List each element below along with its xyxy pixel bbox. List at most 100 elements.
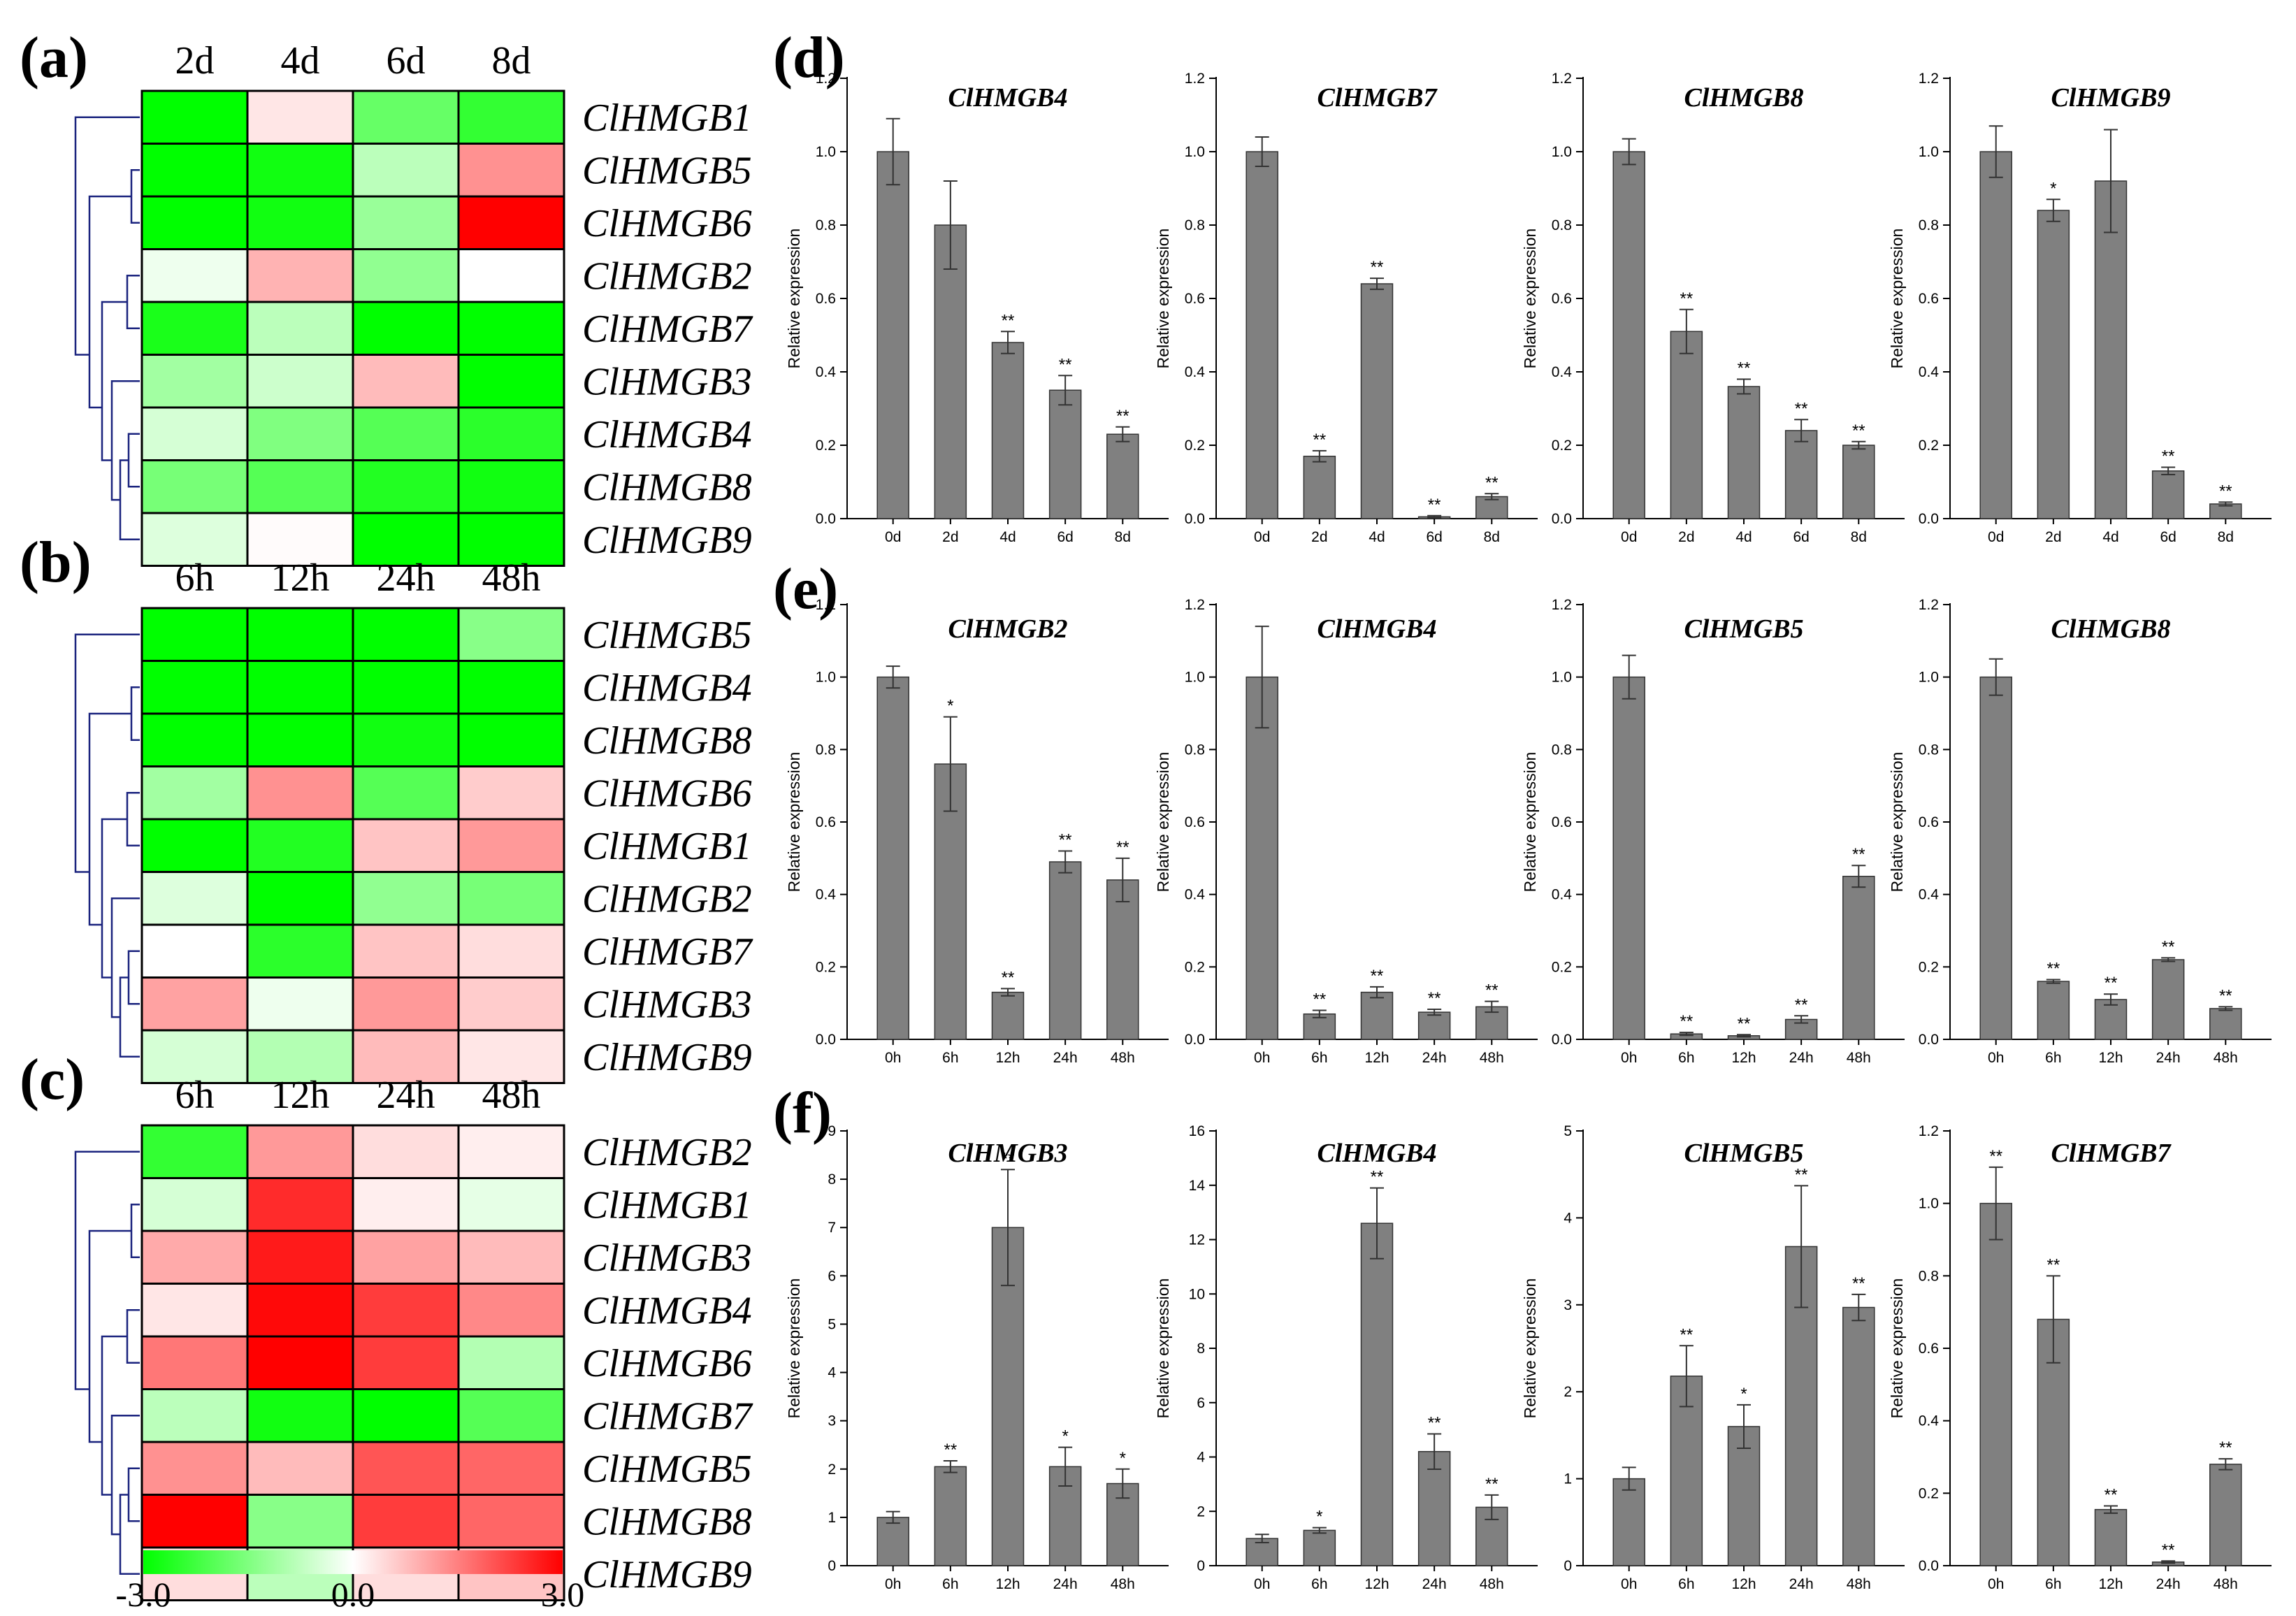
x-tick-label: 0h [1254,1576,1270,1592]
y-tick-label: 1.2 [1552,71,1572,87]
bar [1979,1202,2012,1566]
heatmap-cell [246,712,354,767]
bar [934,1466,967,1566]
heatmap-cell [246,1388,354,1443]
x-tick-label: 0h [1988,1576,2004,1592]
bar [1670,1376,1703,1566]
heatmap-cell [457,354,565,409]
y-tick-label: 4 [1564,1210,1572,1226]
heatmap-cell [140,1029,249,1084]
y-tick-label: 7 [828,1220,836,1236]
y-tick-label: 0.6 [816,814,836,830]
heatmap-row-label: ClHMGB5 [582,1448,752,1491]
x-tick-label: 0h [1254,1050,1270,1066]
x-tick-label: 0h [1621,1050,1637,1066]
y-tick-label: 0.6 [1552,814,1572,830]
x-tick-label: 6d [1793,529,1809,545]
y-tick-label: 1 [828,1510,836,1526]
y-tick-label: 1.0 [1919,144,1939,160]
significance-label: ** [1485,473,1499,492]
heatmap-cell [140,1124,249,1179]
heatmap-cell [457,923,565,979]
x-tick-label: 12h [995,1050,1020,1066]
dendrogram [74,1150,140,1575]
heatmap-cell [140,871,249,926]
bar [1612,151,1645,519]
y-tick-label: 0.2 [1919,959,1939,975]
y-tick-label: 8 [1197,1341,1205,1357]
heatmap-cell [352,976,460,1032]
heatmap-cell [140,195,249,250]
heatmap-cell [352,195,460,250]
x-tick-label: 48h [1111,1576,1135,1592]
y-tick-label: 6 [828,1268,836,1284]
heatmap-cell [140,765,249,821]
heatmap-cell [246,459,354,514]
x-tick-label: 12h [995,1576,1020,1592]
heatmap-cell [352,143,460,198]
significance-label: ** [1852,845,1865,864]
heatmap-cell [246,1229,354,1285]
colorbar: -3.0 0.0 3.0 [115,1550,584,1614]
significance-label: ** [2047,959,2060,978]
y-axis-label: Relative expression [1154,229,1172,369]
dendrogram-branches [74,1150,140,1575]
y-axis-label: Relative expression [1154,1278,1172,1419]
y-tick-label: 0.0 [816,511,836,527]
bar-chart-panel: 0.0 0.2 0.4 0.6 0.8 1.0 1.2 Relative expression… [1888,597,2272,1066]
significance-label: ** [1680,289,1694,308]
heatmap-cell [352,301,460,356]
chart-title: ClHMGB2 [948,614,1067,644]
y-tick-label: 0.2 [816,438,836,454]
heatmap-cell [246,660,354,715]
significance-label: ** [2162,937,2175,956]
y-tick-label: 0.0 [1919,1558,1939,1574]
heatmap-cell [246,89,354,145]
heatmap-cell [246,301,354,356]
heatmap-row-label: ClHMGB7 [582,308,753,351]
colorbar-label: 0.0 [331,1575,375,1614]
heatmap-row-label: ClHMGB3 [582,1236,752,1280]
x-tick-label: 6h [942,1050,958,1066]
bar [1784,430,1818,519]
y-axis-label: Relative expression [785,752,803,893]
heatmap-cell [246,406,354,461]
chart-title: ClHMGB4 [1317,614,1436,644]
bar-chart-panel: 0.0 0.2 0.4 0.6 0.8 1.0 1.2 Relative expression… [1154,71,1538,545]
heatmap-cell [457,1441,565,1496]
heatmap-row-label: ClHMGB5 [582,149,752,192]
bar [2209,1008,2242,1040]
bar-chart-panel: 0 2 4 6 8 10 12 14 16 Relative expression ClHMGB4 0… [1154,1123,1538,1592]
significance-label: ** [1680,1012,1694,1031]
y-tick-label: 0.8 [1552,742,1572,758]
bar [1842,445,1875,519]
y-tick-label: 0.2 [1185,959,1205,975]
heatmap-cell [246,871,354,926]
panel-label: (e) [773,556,838,621]
heatmap-cell [457,1283,565,1338]
heatmap-row-label: ClHMGB2 [582,254,752,298]
x-tick-label: 4d [2102,529,2118,545]
heatmap-cell [140,712,249,767]
x-tick-label: 6d [1426,529,1442,545]
heatmap-cell [246,354,354,409]
significance-label: ** [1795,995,1808,1014]
y-tick-label: 0.2 [1919,438,1939,454]
heatmap-cell [457,712,565,767]
heatmap-cell [457,459,565,514]
y-tick-label: 0.8 [1919,217,1939,233]
significance-label: * [1120,1449,1126,1468]
x-tick-label: 12h [1364,1576,1389,1592]
y-tick-label: 1.2 [1185,71,1205,87]
heatmap-cell [140,459,249,514]
y-axis-label: Relative expression [1521,1278,1539,1419]
y-tick-label: 0.6 [1185,814,1205,830]
significance-label: ** [1428,496,1441,514]
x-tick-label: 6h [2045,1576,2061,1592]
bar-chart-panel: 0.0 0.2 0.4 0.6 0.8 1.0 1.2 Relative expression… [1888,1123,2272,1592]
heatmap-row-label: ClHMGB7 [582,1394,753,1438]
chart-title: ClHMGB8 [1684,83,1803,113]
heatmap-cell [140,1177,249,1232]
heatmap-column-label: 48h [482,1074,541,1117]
heatmap-row-label: ClHMGB6 [582,202,752,245]
